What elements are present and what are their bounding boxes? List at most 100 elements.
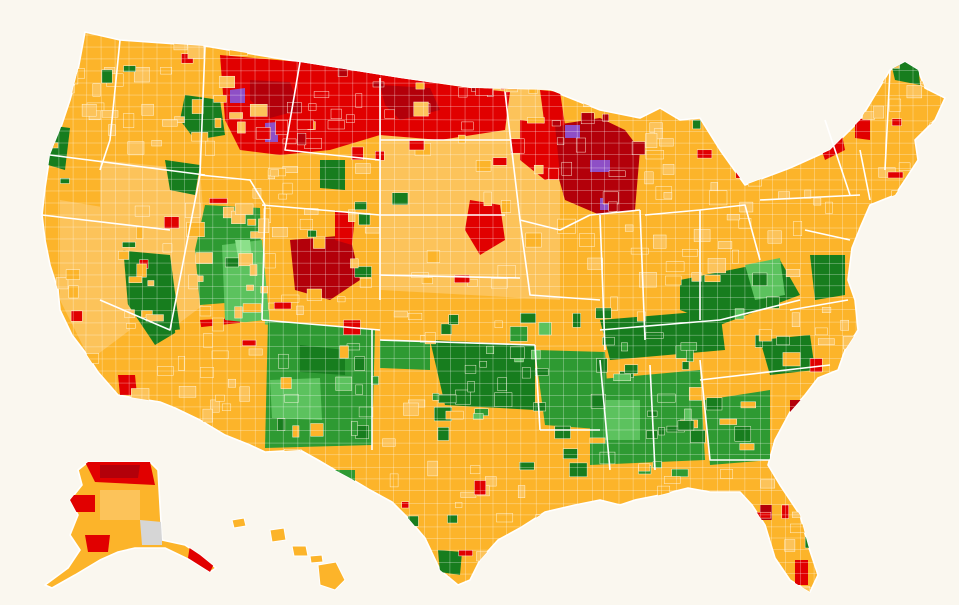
county-cell xyxy=(278,193,287,200)
county-cell xyxy=(107,422,122,435)
county-cell xyxy=(680,342,698,351)
county-cell xyxy=(690,577,700,592)
county-cell xyxy=(304,138,322,149)
county-cell xyxy=(366,583,382,592)
county-cell xyxy=(514,57,522,73)
county-cell xyxy=(631,141,646,155)
county-cell xyxy=(497,377,507,392)
county-cell xyxy=(867,45,878,58)
county-cell xyxy=(330,108,342,120)
county-cell xyxy=(877,336,891,352)
county-cell xyxy=(118,250,130,260)
county-cell xyxy=(246,284,254,291)
county-cell xyxy=(494,392,513,407)
county-cell xyxy=(306,288,322,301)
county-cell xyxy=(663,476,681,484)
county-cell xyxy=(906,85,923,99)
county-cell xyxy=(248,348,263,356)
county-cell xyxy=(535,514,554,522)
county-cell xyxy=(237,121,246,134)
county-cell xyxy=(910,516,925,525)
county-cell xyxy=(934,39,944,53)
county-cell xyxy=(358,406,374,418)
county-cell xyxy=(646,557,655,571)
county-cell xyxy=(732,249,739,264)
county-cell xyxy=(115,563,123,577)
county-cell xyxy=(688,43,705,57)
county-cell xyxy=(501,200,511,213)
county-cell xyxy=(112,574,126,587)
county-cell xyxy=(437,427,450,441)
county-cell xyxy=(720,138,728,151)
county-cell xyxy=(906,241,922,252)
county-cell xyxy=(279,504,292,516)
county-cell xyxy=(68,285,79,299)
county-cell xyxy=(801,485,811,495)
county-cell xyxy=(917,273,935,289)
county-cell xyxy=(178,356,186,371)
county-cell xyxy=(131,388,150,404)
county-cell xyxy=(375,51,386,63)
county-cell xyxy=(899,454,908,464)
county-cell xyxy=(554,425,571,439)
county-cell xyxy=(630,247,649,255)
county-cell xyxy=(494,320,503,328)
county-cell xyxy=(528,86,538,94)
county-cell xyxy=(679,491,696,498)
county-cell xyxy=(234,306,243,319)
county-cell xyxy=(801,149,814,157)
county-cell xyxy=(113,449,127,463)
county-cell xyxy=(476,551,488,562)
county-cell xyxy=(222,498,236,506)
county-cell xyxy=(445,410,464,420)
county-cell xyxy=(716,542,732,549)
county-cell xyxy=(492,157,507,166)
county-cell xyxy=(393,311,408,318)
county-cell xyxy=(701,500,712,512)
county-cell xyxy=(509,346,525,359)
county-cell xyxy=(424,332,436,345)
county-cell xyxy=(467,381,475,393)
county-cell xyxy=(485,476,497,487)
county-cell xyxy=(355,163,371,174)
county-cell xyxy=(60,178,70,184)
county-cell xyxy=(716,516,731,523)
county-cell xyxy=(745,132,762,139)
county-cell xyxy=(608,201,618,212)
county-cell xyxy=(872,378,889,392)
county-cell xyxy=(917,509,924,523)
county-cell xyxy=(174,116,185,123)
county-cell xyxy=(767,230,782,244)
county-cell xyxy=(292,425,300,438)
county-cell xyxy=(392,537,408,552)
county-cell xyxy=(861,234,873,241)
county-cell xyxy=(691,272,702,282)
county-cell xyxy=(310,484,327,499)
county-cell xyxy=(275,120,289,136)
county-cell xyxy=(873,105,885,119)
county-cell xyxy=(427,460,438,477)
county-cell xyxy=(665,275,682,286)
county-cell xyxy=(187,43,204,59)
county-cell xyxy=(579,233,595,247)
county-cell xyxy=(907,402,920,417)
county-cell xyxy=(781,504,789,519)
county-cell xyxy=(81,103,97,117)
county-cell xyxy=(421,277,433,285)
county-cell xyxy=(351,146,364,161)
county-cell xyxy=(590,393,606,409)
county-cell xyxy=(235,478,244,486)
county-cell xyxy=(205,576,220,586)
county-cell xyxy=(662,164,675,175)
county-cell xyxy=(63,78,75,94)
county-cell xyxy=(845,62,859,74)
county-cell xyxy=(734,511,753,526)
county-cell xyxy=(252,188,262,199)
county-cell xyxy=(355,93,363,108)
county-cell xyxy=(492,553,507,565)
county-cell xyxy=(408,312,423,320)
county-cell xyxy=(52,454,65,468)
hawaii xyxy=(231,517,346,591)
county-cell xyxy=(856,425,870,438)
county-cell xyxy=(719,418,737,425)
